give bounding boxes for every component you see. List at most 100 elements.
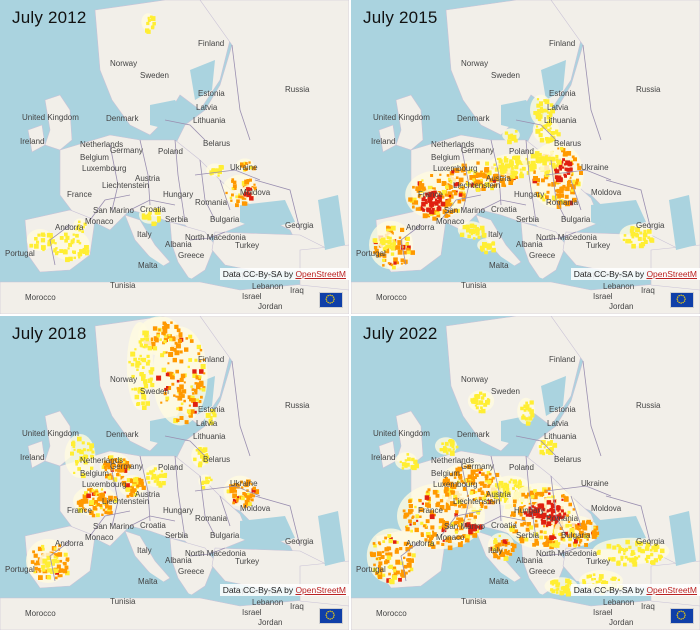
drought-pixel (133, 477, 138, 483)
drought-pixel (575, 525, 580, 530)
drought-pixel (521, 415, 526, 420)
drought-pixel (523, 505, 526, 508)
drought-pixel (549, 162, 552, 165)
drought-pixel (472, 397, 477, 402)
drought-pixel (564, 174, 567, 178)
openstreetmap-link[interactable]: OpenStreetM (646, 269, 697, 279)
drought-pixel (460, 169, 464, 173)
country-label-germany: Germany (461, 146, 494, 155)
country-label-hungary: Hungary (163, 190, 194, 199)
country-label-iraq: Iraq (641, 602, 655, 611)
drought-pixel (104, 468, 107, 471)
drought-pixel (440, 201, 446, 207)
drought-pixel (219, 165, 224, 170)
drought-pixel (84, 245, 89, 250)
drought-pixel (430, 206, 433, 209)
drought-area (73, 485, 118, 518)
drought-pixel (463, 195, 467, 199)
land-shape (124, 214, 171, 269)
drought-pixel (117, 467, 122, 473)
country-label-latvia: Latvia (547, 103, 569, 112)
openstreetmap-link[interactable]: OpenStreetM (646, 585, 697, 595)
land-shape (520, 221, 567, 281)
drought-pixel (133, 492, 138, 497)
drought-pixel (167, 386, 172, 390)
drought-pixel (145, 361, 150, 366)
drought-pixel (446, 452, 449, 455)
drought-pixel (622, 238, 625, 242)
drought-pixel (491, 501, 495, 505)
drought-pixel (176, 379, 180, 383)
drought-pixel (559, 532, 563, 537)
drought-pixel (560, 509, 564, 513)
drought-pixel (113, 496, 117, 500)
drought-pixel (102, 508, 106, 512)
country-border (231, 360, 251, 457)
drought-pixel (192, 369, 197, 374)
drought-pixel (147, 378, 153, 383)
drought-pixel (530, 160, 536, 166)
drought-pixel (202, 447, 208, 453)
country-label-belgium: Belgium (80, 153, 109, 162)
drought-pixel (378, 572, 381, 575)
country-border (254, 179, 301, 231)
drought-pixel (653, 547, 658, 553)
country-border (219, 179, 231, 211)
drought-pixel (72, 445, 76, 448)
drought-pixel (141, 485, 146, 490)
drought-pixel (445, 200, 450, 205)
drought-pixel (588, 575, 591, 578)
drought-pixel (657, 554, 662, 559)
drought-pixel (401, 467, 405, 470)
drought-pixel (146, 354, 150, 358)
drought-pixel (513, 504, 517, 507)
drought-pixel (73, 471, 76, 474)
country-border (525, 139, 537, 223)
drought-pixel (87, 488, 90, 491)
drought-pixel (146, 21, 150, 26)
drought-pixel (551, 182, 556, 187)
drought-pixel (232, 180, 237, 185)
panel-title: July 2022 (363, 324, 438, 343)
country-label-belarus: Belarus (554, 455, 582, 464)
drought-pixel (70, 451, 74, 456)
drought-pixel (580, 522, 586, 528)
drought-pixel (200, 364, 206, 369)
country-border (174, 139, 186, 223)
drought-pixel (396, 261, 399, 265)
openstreetmap-link[interactable]: OpenStreetM (295, 269, 346, 279)
openstreetmap-link[interactable]: OpenStreetM (295, 585, 346, 595)
drought-pixel (226, 489, 231, 494)
drought-pixel (474, 228, 477, 232)
drought-pixel (130, 351, 136, 357)
country-border (545, 169, 612, 181)
eu-star (678, 295, 680, 297)
drought-pixel (50, 239, 55, 244)
drought-pixel (566, 514, 570, 518)
drought-pixel (172, 373, 175, 376)
drought-pixel (58, 544, 62, 548)
drought-pixel (480, 468, 483, 471)
country-label-jordan: Jordan (609, 618, 634, 627)
drought-pixel (465, 538, 469, 542)
drought-pixel (466, 228, 470, 233)
drought-pixel (407, 457, 411, 462)
drought-pixel (462, 225, 467, 230)
drought-pixel (555, 129, 558, 132)
drought-pixel (150, 472, 153, 475)
drought-pixel (83, 251, 86, 254)
drought-pixel (573, 544, 577, 548)
drought-pixel (141, 374, 146, 379)
drought-pixel (637, 549, 641, 553)
country-label-liechtenstein: Liechtenstein (102, 181, 150, 190)
drought-pixel (149, 15, 153, 19)
drought-pixel (152, 474, 157, 479)
drought-pixel (505, 488, 510, 492)
drought-pixel (203, 372, 206, 375)
drought-pixel (168, 371, 174, 377)
drought-pixel (160, 401, 163, 404)
country-border (400, 540, 422, 582)
drought-pixel (536, 98, 540, 101)
country-label-moldova: Moldova (591, 504, 622, 513)
water-body (240, 516, 295, 546)
